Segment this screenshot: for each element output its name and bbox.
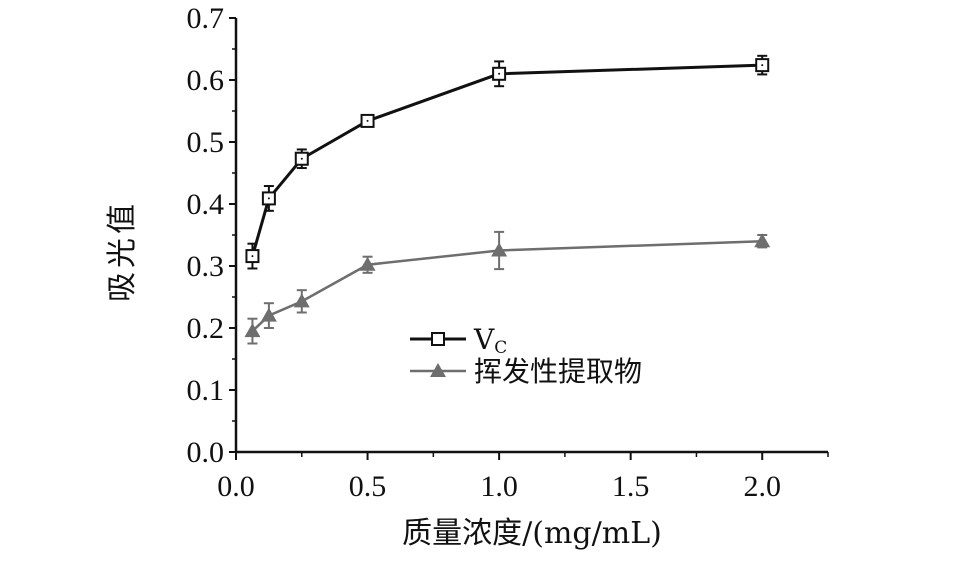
data-point: [754, 233, 771, 248]
y-tick-label: 0.6: [187, 64, 225, 97]
y-tick-label: 0.5: [187, 126, 225, 159]
x-tick-label: 1.0: [480, 470, 518, 503]
y-tick-label: 0.1: [187, 374, 225, 407]
data-point-center: [251, 255, 254, 258]
legend-marker: [430, 363, 446, 377]
ticks: 0.0 0.1 0.2 0.3 0.4 0.5 0.6 0.7 0.0 0.5 1.0 1.5 2.0: [187, 2, 829, 503]
x-tick-label: 0.5: [349, 470, 387, 503]
x-axis-title: 质量浓度/(mg/mL): [402, 516, 662, 551]
y-tick-label: 0.3: [187, 250, 225, 283]
data-point: [244, 323, 261, 338]
x-tick-label: 0.0: [217, 470, 255, 503]
y-axis-title: 吸光值: [105, 200, 140, 302]
series-vc: [245, 54, 770, 270]
data-point-center: [366, 119, 369, 122]
data-point: [260, 307, 277, 322]
data-point-center: [498, 72, 501, 75]
legend-marker: [431, 332, 445, 346]
y-tick-label: 0.0: [187, 436, 225, 469]
data-point: [359, 256, 376, 271]
x-tick-label: 2.0: [743, 470, 781, 503]
y-tick-label: 0.4: [187, 188, 225, 221]
legend-item: VC: [410, 323, 507, 358]
data-point-center: [761, 64, 764, 67]
data-point-center: [267, 197, 270, 200]
data-point: [293, 293, 310, 308]
legend-label: 挥发性提取物: [474, 355, 642, 388]
series-line: [251, 63, 763, 257]
data-point: [491, 242, 508, 257]
series-layer: [244, 54, 771, 345]
data-point-center: [300, 157, 303, 160]
x-tick-label: 1.5: [612, 470, 650, 503]
y-tick-label: 0.7: [187, 2, 225, 35]
series-line: [251, 239, 763, 333]
legend-label: VC: [473, 323, 507, 358]
y-tick-label: 0.2: [187, 312, 225, 345]
legend-item: 挥发性提取物: [410, 355, 642, 388]
series-volatile-extract: [244, 230, 771, 345]
